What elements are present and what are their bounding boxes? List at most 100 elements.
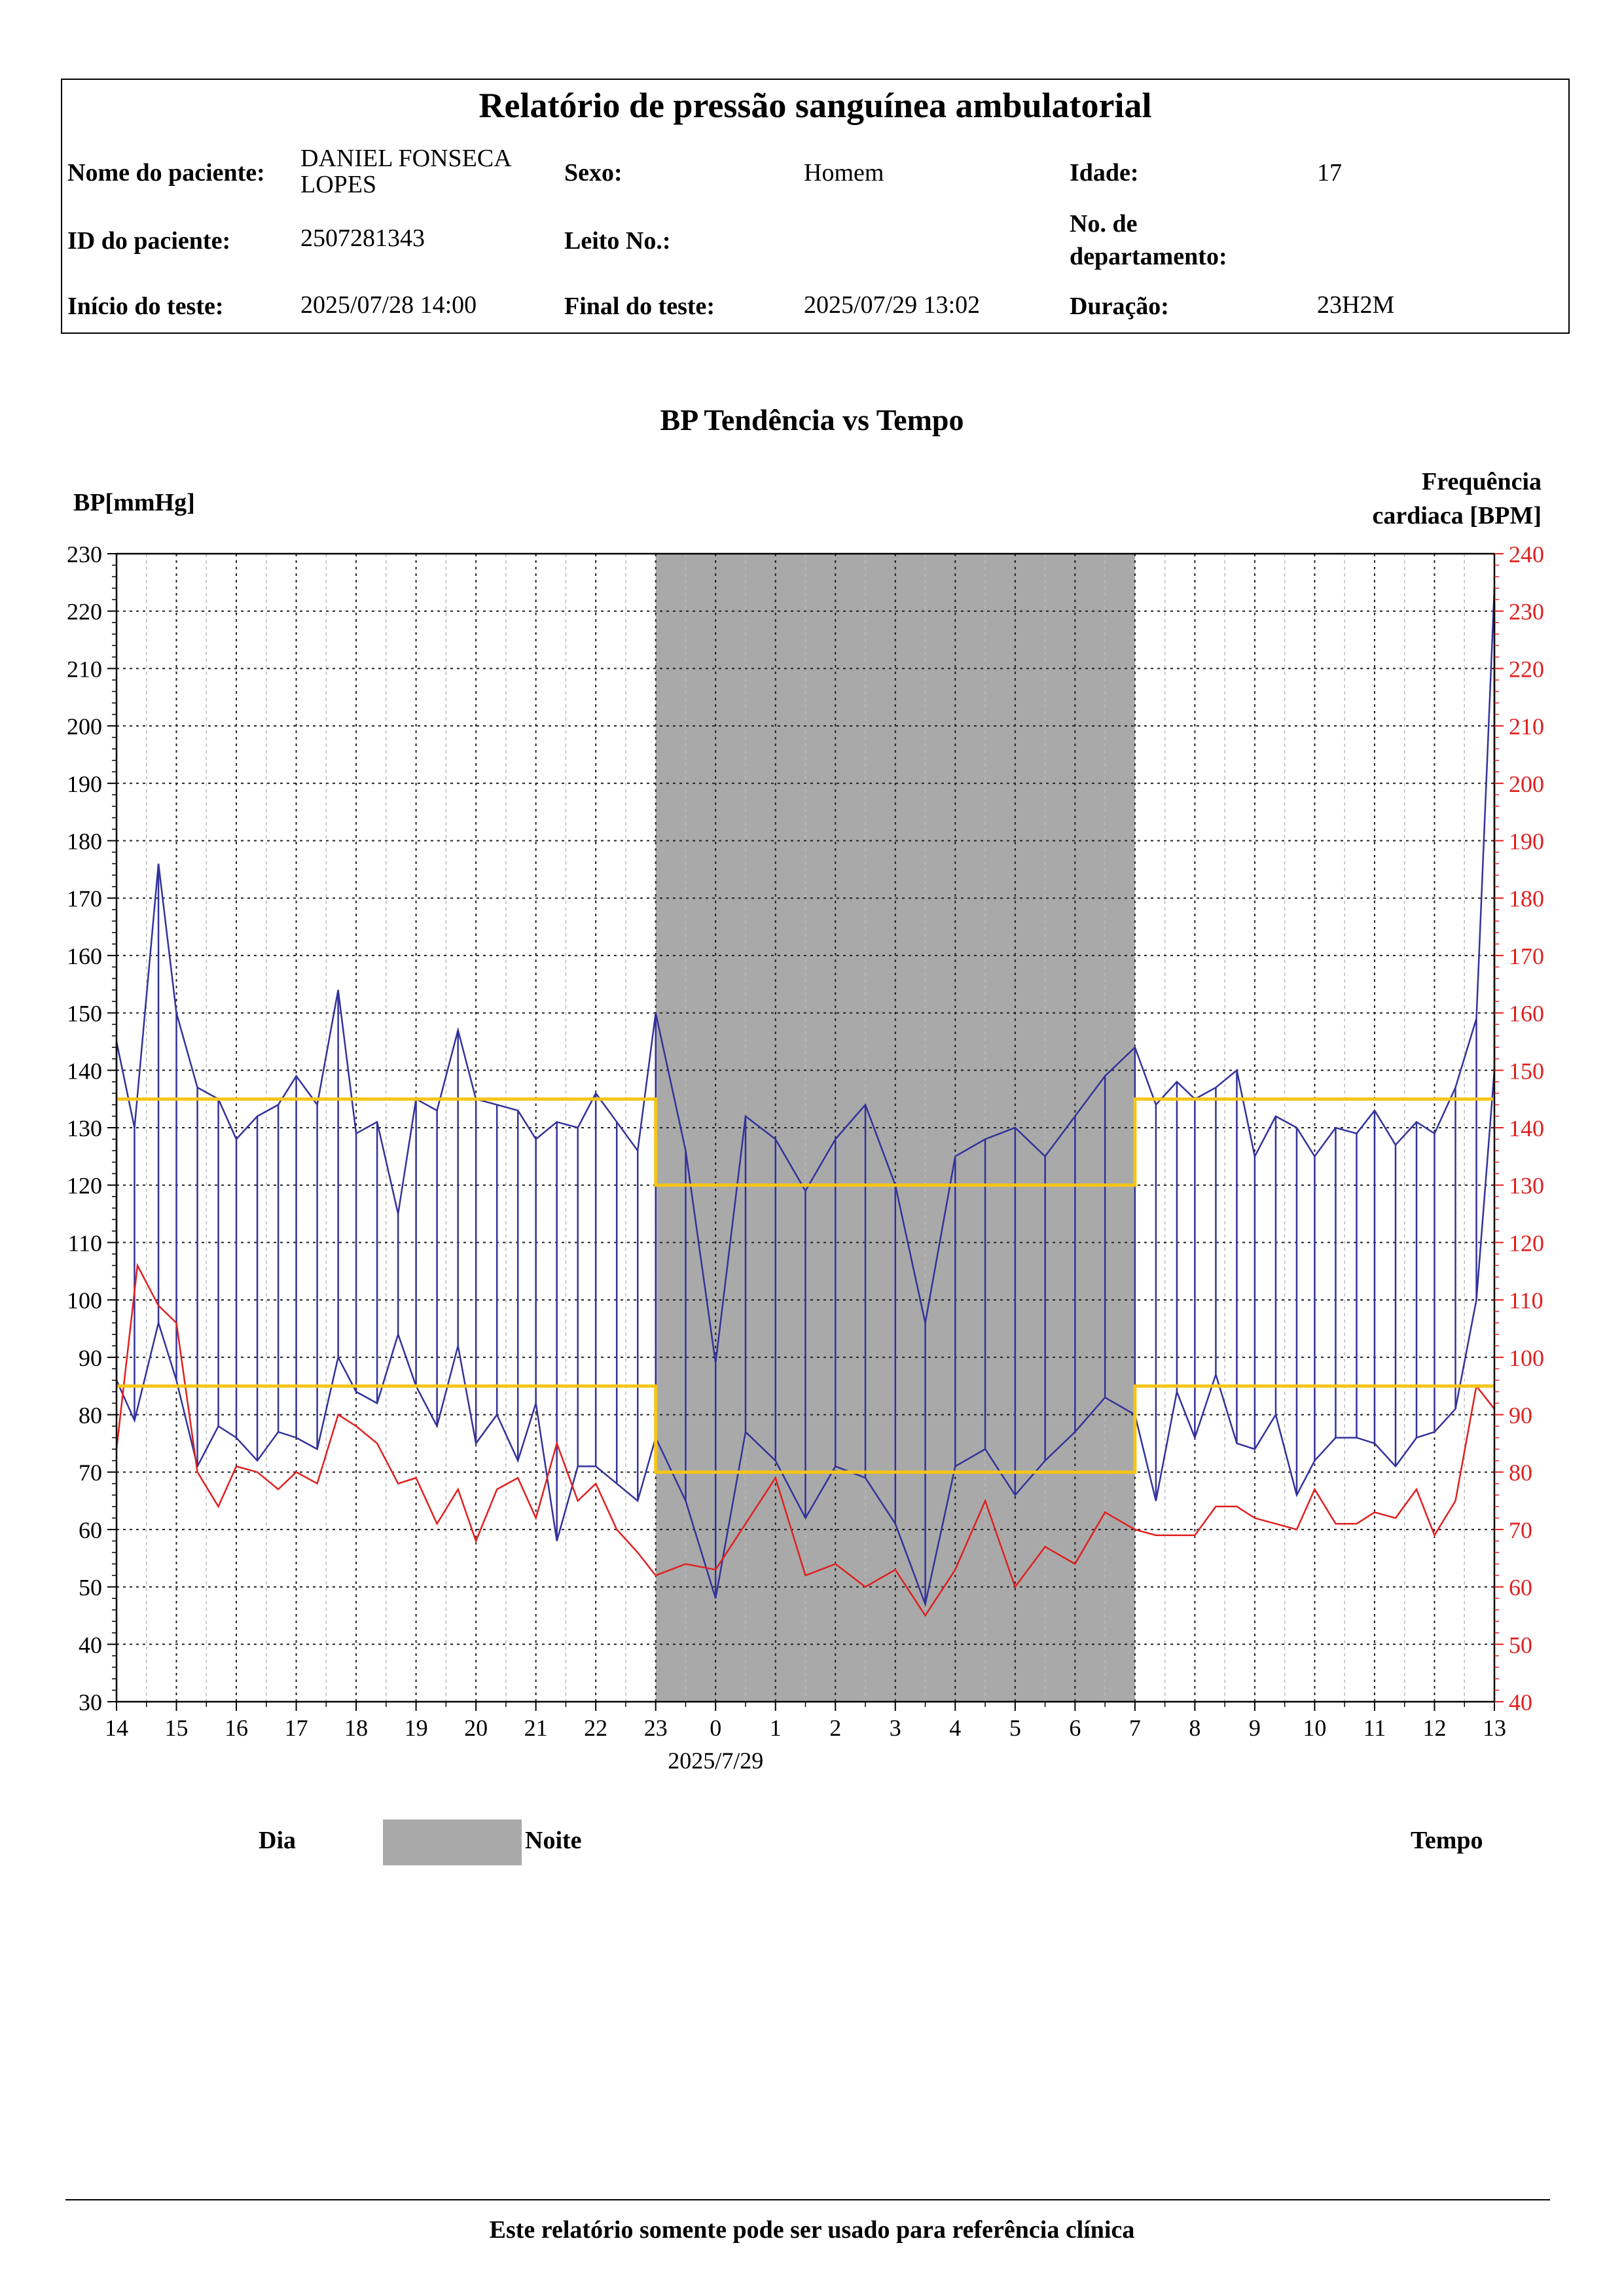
x-axis-tick-label: 16 [225, 1715, 248, 1741]
threshold-layer [117, 1097, 1494, 1474]
right-axis-tick-label: 180 [1509, 886, 1544, 912]
chart-title: BP Tendência vs Tempo [660, 403, 964, 437]
x-axis-tick-label: 11 [1363, 1715, 1386, 1741]
duration-label: Duração: [1070, 293, 1169, 320]
axis-labels-layer: 3040506070809010011012013014015016017018… [67, 468, 1544, 1774]
x-axis-date-label: 2025/7/29 [668, 1748, 763, 1774]
x-axis-tick-label: 9 [1249, 1715, 1261, 1741]
left-axis-tick-label: 200 [67, 713, 102, 740]
left-axis-tick-label: 90 [79, 1345, 102, 1371]
right-axis-tick-label: 190 [1509, 829, 1544, 855]
left-axis-tick-label: 220 [67, 599, 102, 625]
report-title: Relatório de pressão sanguínea ambulator… [478, 86, 1152, 125]
right-axis-tick-label: 230 [1509, 599, 1544, 625]
left-axis-tick-label: 40 [79, 1632, 102, 1658]
right-axis-tick-label: 50 [1509, 1632, 1532, 1658]
x-axis-tick-label: 4 [949, 1715, 961, 1741]
left-axis-tick-label: 130 [67, 1115, 102, 1141]
left-axis-tick-label: 80 [79, 1403, 102, 1429]
x-axis-tick-label: 2 [829, 1715, 841, 1741]
x-axis-tick-label: 17 [285, 1715, 308, 1741]
right-axis-tick-label: 60 [1509, 1575, 1532, 1601]
patient-info-box: Relatório de pressão sanguínea ambulator… [61, 79, 1570, 334]
duration-value: 23H2M [1317, 291, 1395, 319]
patient-id-value: 2507281343 [300, 224, 425, 252]
left-axis-tick-label: 70 [79, 1460, 102, 1486]
right-axis-tick-label: 160 [1509, 1001, 1544, 1027]
right-axis-tick-label: 240 [1509, 541, 1544, 567]
patient-name-line1: DANIEL FONSECA [300, 145, 512, 172]
left-axis-tick-label: 120 [67, 1173, 102, 1199]
legend-night-swatch [383, 1820, 522, 1865]
patient-name-label: Nome do paciente: [67, 159, 265, 187]
x-axis-tick-label: 20 [464, 1715, 488, 1741]
right-axis-tick-label: 40 [1509, 1689, 1532, 1715]
x-axis-tick-label: 10 [1303, 1715, 1326, 1741]
legend-day-label: Dia [259, 1827, 296, 1854]
x-axis-tick-label: 6 [1069, 1715, 1081, 1741]
time-axis-label: Tempo [1411, 1827, 1483, 1854]
sex-value: Homem [804, 159, 884, 187]
bed-label: Leito No.: [564, 227, 671, 255]
right-axis-tick-label: 90 [1509, 1403, 1532, 1429]
x-axis-tick-label: 15 [165, 1715, 189, 1741]
heart-rate-series-line [115, 1263, 1495, 1617]
left-axis-tick-label: 140 [67, 1058, 102, 1084]
right-axis-tick-label: 210 [1509, 713, 1544, 740]
left-axis-tick-label: 170 [67, 886, 102, 912]
left-axis-tick-label: 50 [79, 1575, 102, 1601]
x-axis-tick-label: 12 [1422, 1715, 1446, 1741]
left-axis-title: BP[mmHg] [73, 489, 195, 516]
x-axis-tick-label: 5 [1009, 1715, 1021, 1741]
x-axis-tick-label: 22 [584, 1715, 607, 1741]
right-axis-tick-label: 140 [1509, 1115, 1544, 1141]
footer-note: Este relatório somente pode ser usado pa… [489, 2216, 1135, 2244]
x-axis-tick-label: 21 [524, 1715, 548, 1741]
start-label: Início do teste: [67, 293, 224, 320]
x-axis-tick-label: 13 [1483, 1715, 1506, 1741]
left-axis-tick-label: 160 [67, 943, 102, 969]
left-axis-tick-label: 100 [67, 1287, 102, 1314]
grid-layer [117, 554, 1494, 1702]
sex-label: Sexo: [564, 159, 623, 187]
left-axis-tick-label: 60 [79, 1517, 102, 1543]
right-axis-tick-label: 100 [1509, 1345, 1544, 1371]
x-axis-tick-label: 0 [710, 1715, 721, 1741]
right-axis-tick-label: 80 [1509, 1460, 1532, 1486]
right-axis-tick-label: 220 [1509, 656, 1544, 682]
end-value: 2025/07/29 13:02 [804, 291, 981, 319]
right-axis-tick-label: 110 [1509, 1287, 1543, 1314]
right-axis-tick-label: 120 [1509, 1230, 1544, 1256]
x-axis-tick-label: 18 [344, 1715, 368, 1741]
x-axis-tick-label: 14 [105, 1715, 128, 1741]
x-axis-tick-label: 7 [1129, 1715, 1141, 1741]
left-axis-tick-label: 230 [67, 541, 102, 567]
right-axis-title-line1: Frequência [1422, 468, 1542, 495]
right-axis-tick-label: 170 [1509, 943, 1544, 969]
age-value: 17 [1317, 159, 1342, 187]
x-axis-tick-label: 23 [644, 1715, 668, 1741]
left-axis-tick-label: 30 [79, 1689, 102, 1715]
patient-id-label: ID do paciente: [67, 227, 231, 255]
left-axis-tick-label: 150 [67, 1001, 102, 1027]
patient-name-line2: LOPES [300, 171, 377, 198]
right-axis-title-line2: cardiaca [BPM] [1372, 502, 1542, 529]
right-axis-tick-label: 130 [1509, 1173, 1544, 1199]
end-label: Final do teste: [564, 293, 715, 320]
diastolic-series-line [115, 1070, 1496, 1607]
series-layer [115, 588, 1496, 1617]
left-axis-tick-label: 210 [67, 656, 102, 682]
x-axis-tick-label: 8 [1189, 1715, 1200, 1741]
right-axis-tick-label: 200 [1509, 771, 1544, 797]
footer-divider [65, 2199, 1550, 2200]
legend-night-label: Noite [525, 1827, 582, 1854]
systolic-series-line [115, 588, 1496, 1363]
left-axis-tick-label: 180 [67, 829, 102, 855]
diastolic-threshold-line [117, 1384, 1494, 1474]
start-value: 2025/07/28 14:00 [300, 291, 477, 319]
right-axis-tick-label: 150 [1509, 1058, 1544, 1084]
bp-drop-lines-layer [115, 588, 1496, 1604]
left-axis-tick-label: 190 [67, 771, 102, 797]
department-label-line1: No. de [1070, 210, 1138, 238]
